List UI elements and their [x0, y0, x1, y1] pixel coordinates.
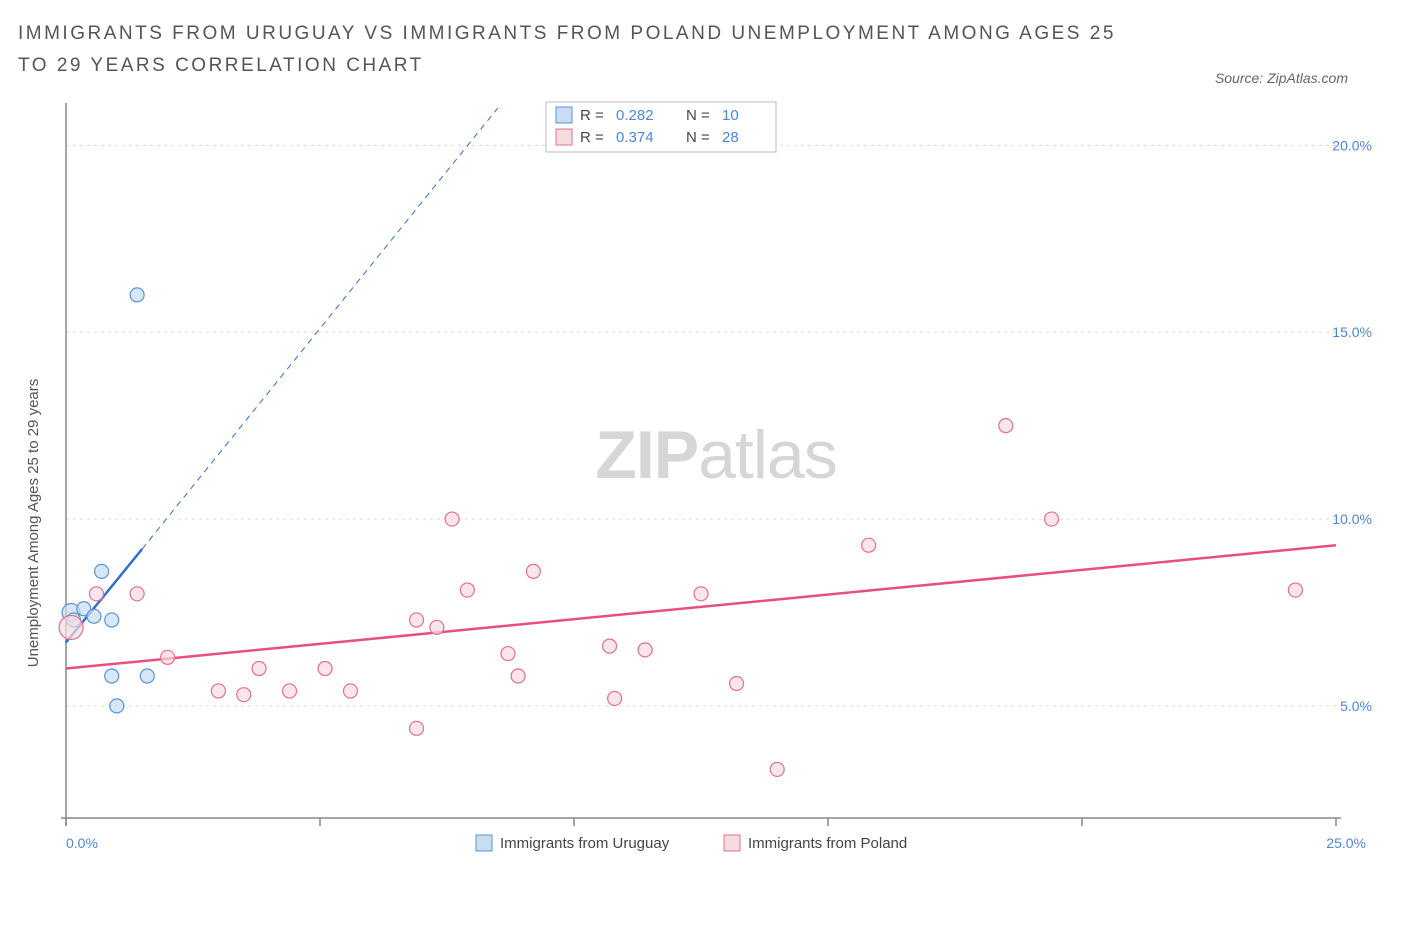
correlation-chart: 5.0%10.0%15.0%20.0% 0.0%25.0%Unemploymen…: [56, 98, 1376, 868]
svg-text:25.0%: 25.0%: [1326, 835, 1366, 851]
svg-text:Immigrants from Poland: Immigrants from Poland: [748, 835, 907, 852]
svg-text:5.0%: 5.0%: [1340, 698, 1372, 714]
chart-title: IMMIGRANTS FROM URUGUAY VS IMMIGRANTS FR…: [18, 18, 1138, 83]
svg-text:20.0%: 20.0%: [1332, 137, 1372, 153]
svg-text:0.374: 0.374: [616, 129, 654, 146]
svg-text:0.282: 0.282: [616, 107, 654, 124]
svg-text:N =: N =: [686, 107, 710, 124]
watermark: ZIPatlas: [595, 417, 836, 493]
svg-text:10.0%: 10.0%: [1332, 511, 1372, 527]
svg-text:0.0%: 0.0%: [66, 835, 98, 851]
svg-text:R =: R =: [580, 129, 604, 146]
svg-text:28: 28: [722, 129, 739, 146]
legend-top: R = 0.282 N = 10 R = 0.374 N = 28: [546, 102, 776, 152]
svg-text:Immigrants from Uruguay: Immigrants from Uruguay: [500, 835, 670, 852]
source-credit: Source: ZipAtlas.com: [1215, 70, 1348, 86]
svg-text:R =: R =: [580, 107, 604, 124]
svg-text:10: 10: [722, 107, 739, 124]
svg-text:N =: N =: [686, 129, 710, 146]
svg-text:15.0%: 15.0%: [1332, 324, 1372, 340]
svg-text:Unemployment Among Ages 25 to: Unemployment Among Ages 25 to 29 years: [25, 379, 42, 668]
legend-bottom: Immigrants from Uruguay Immigrants from P…: [476, 835, 907, 852]
